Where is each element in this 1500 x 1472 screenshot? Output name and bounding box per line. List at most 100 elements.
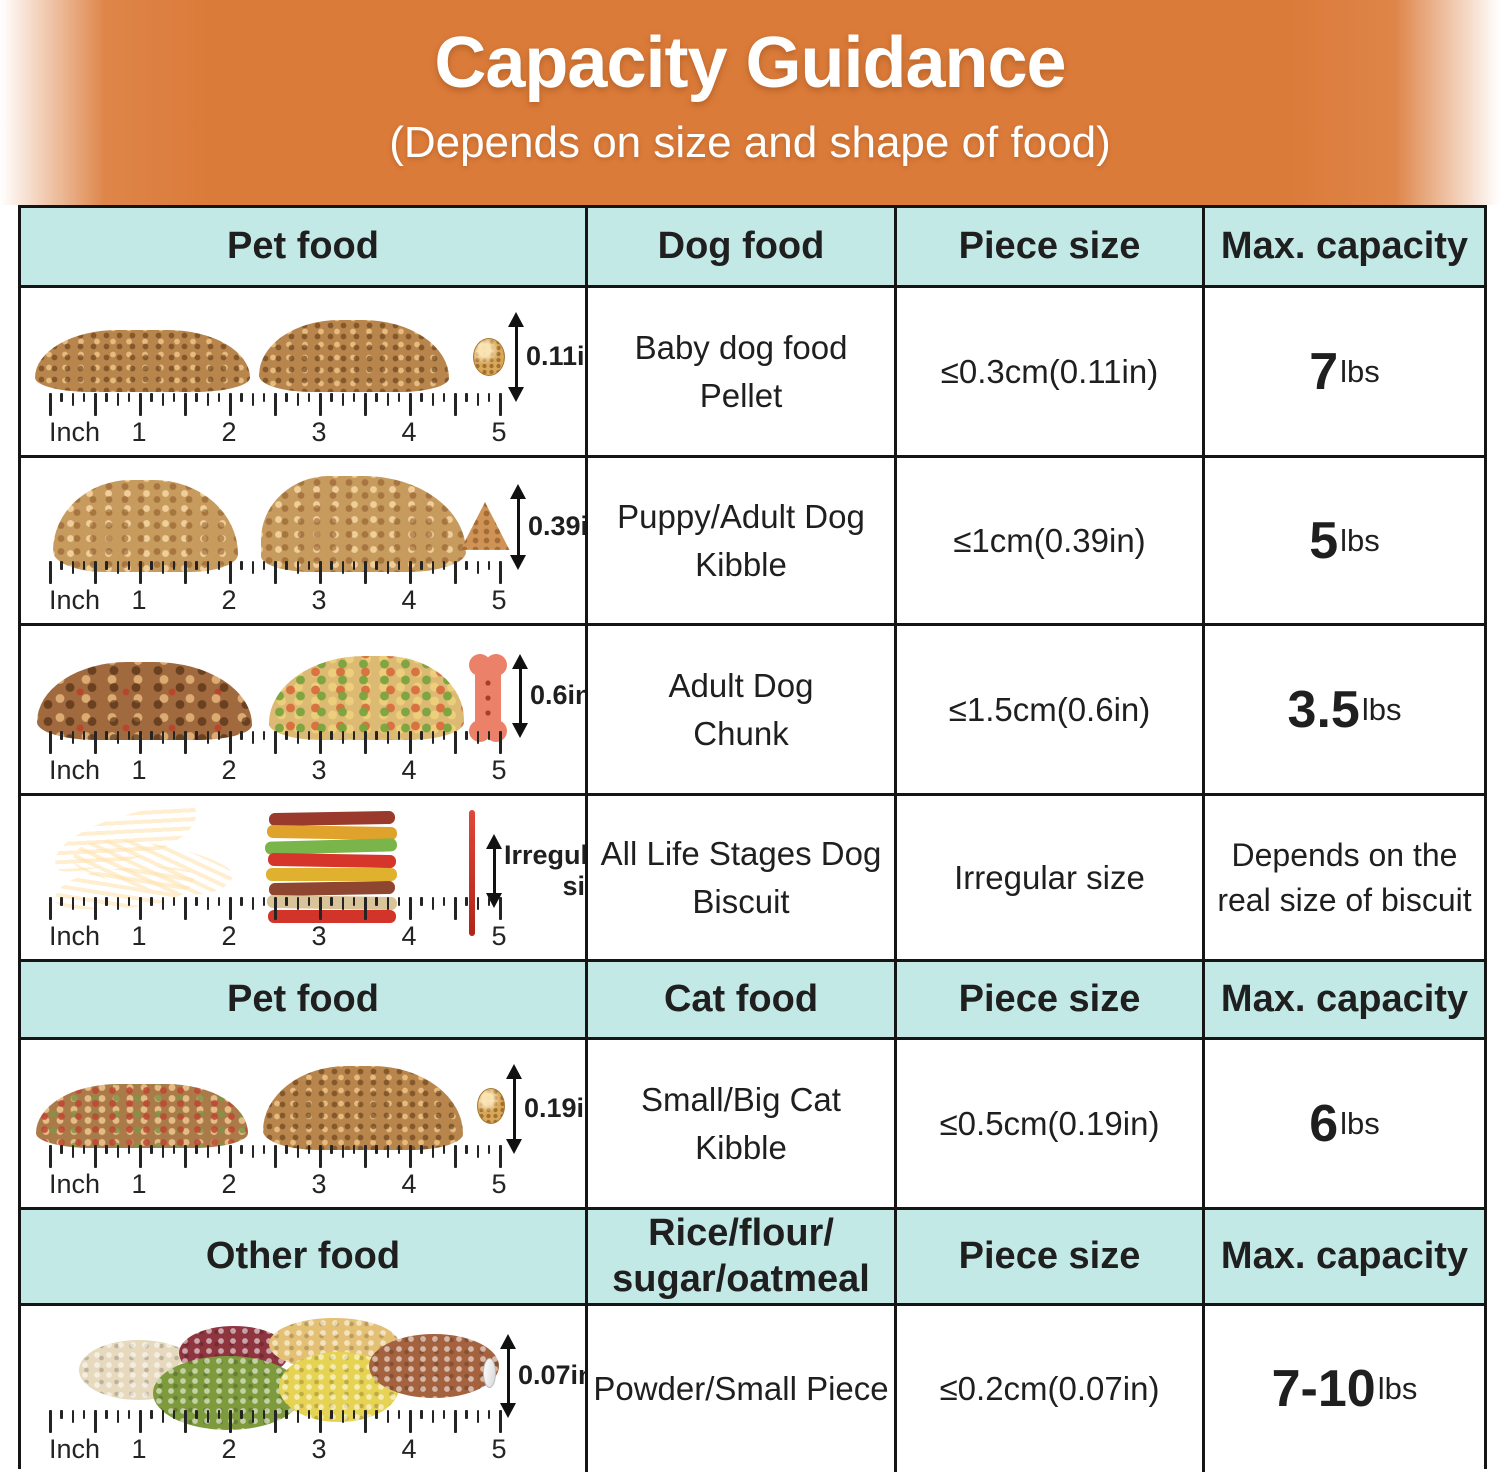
size-arrow-icon	[500, 1334, 516, 1418]
pet-food-illustration: Irregular size Inch 1 2 3 4 5	[21, 796, 588, 959]
pellet-icon	[477, 1088, 505, 1124]
ruler-unit: Inch	[49, 585, 101, 615]
chew-stick-icon	[267, 852, 397, 869]
ruler-unit: Inch	[49, 755, 101, 785]
pet-food-illustration: 0.07in Inch 1 2 3 4 5	[21, 1306, 588, 1472]
size-arrow-icon	[506, 1064, 522, 1154]
capacity-value: 7 lbs	[1205, 288, 1484, 455]
header-max-capacity: Max. capacity	[1205, 962, 1484, 1037]
page-title: Capacity Guidance	[434, 23, 1066, 103]
inch-ruler: Inch 1 2 3 4 5	[49, 897, 509, 955]
ruler-labels: Inch 1 2 3 4 5	[49, 585, 507, 615]
ruler-unit: Inch	[49, 1169, 101, 1199]
pet-food-illustration: 0.11in Inch 1 2 3 4 5	[21, 288, 588, 455]
kibble-pile-icon	[261, 476, 466, 572]
size-indicator: Irregular size	[486, 834, 588, 908]
inch-ruler: Inch 1 2 3 4 5	[49, 1410, 509, 1468]
capacity-value: 6 lbs	[1205, 1040, 1484, 1207]
ruler-labels: Inch 1 2 3 4 5	[49, 417, 507, 447]
piece-size-value: ≤0.3cm(0.11in)	[897, 288, 1205, 455]
kibble-pile-icon	[263, 1066, 463, 1150]
piece-size-value: ≤1cm(0.39in)	[897, 458, 1205, 623]
ruler-unit: Inch	[49, 1434, 101, 1464]
size-label: 0.6in	[530, 680, 588, 711]
capacity-value: Depends on the real size of biscuit	[1205, 796, 1484, 959]
chew-stick-icon	[266, 868, 397, 881]
kibble-pile-icon	[53, 480, 238, 572]
size-indicator: 0.07in	[500, 1334, 585, 1418]
pet-food-illustration: 0.19in Inch 1 2 3 4 5	[21, 1040, 588, 1207]
table-row: 0.07in Inch 1 2 3 4 5 Powder/Small Piece…	[21, 1306, 1484, 1472]
header-piece-size: Piece size	[897, 1210, 1205, 1303]
capacity-value: 3.5 lbs	[1205, 626, 1484, 793]
inch-ruler: Inch 1 2 3 4 5	[49, 731, 509, 789]
header-pet-food: Pet food	[21, 208, 588, 285]
size-arrow-icon	[512, 654, 528, 738]
chew-stick-icon	[268, 810, 396, 827]
ruler-labels: Inch 1 2 3 4 5	[49, 1434, 507, 1464]
piece-size-value: ≤1.5cm(0.6in)	[897, 626, 1205, 793]
grain-pile-icon	[369, 1334, 499, 1398]
ruler-ticks	[49, 1145, 504, 1169]
ruler-ticks	[49, 1410, 504, 1434]
header-cat-food: Cat food	[588, 962, 897, 1037]
thin-stick-icon	[469, 810, 475, 936]
pellet-icon	[473, 338, 505, 376]
ruler-labels: Inch 1 2 3 4 5	[49, 1169, 507, 1199]
piece-size-value: ≤0.2cm(0.07in)	[897, 1306, 1205, 1472]
inch-ruler: Inch 1 2 3 4 5	[49, 1145, 509, 1203]
triangle-kibble-icon	[460, 502, 510, 550]
header-dog-food: Dog food	[588, 208, 897, 285]
ruler-unit: Inch	[49, 921, 101, 951]
pet-food-illustration: 0.39in Inch 1 2 3 4 5	[21, 458, 588, 623]
banner: Capacity Guidance (Depends on size and s…	[0, 0, 1500, 205]
size-indicator: 0.6in	[512, 654, 588, 738]
header-max-capacity: Max. capacity	[1205, 208, 1484, 285]
table-row: 0.6in Inch 1 2 3 4 5 Adult Dog Chunk ≤1.…	[21, 626, 1484, 796]
inch-ruler: Inch 1 2 3 4 5	[49, 393, 509, 451]
ruler-ticks	[49, 561, 504, 585]
piece-size-value: Irregular size	[897, 796, 1205, 959]
size-label: 0.11in	[526, 341, 585, 372]
food-name: Small/Big Cat Kibble	[588, 1040, 897, 1207]
ruler-labels: Inch 1 2 3 4 5	[49, 921, 507, 951]
food-name: Adult Dog Chunk	[588, 626, 897, 793]
pet-food-illustration: 0.6in Inch 1 2 3 4 5	[21, 626, 588, 793]
ruler-labels: Inch 1 2 3 4 5	[49, 755, 507, 785]
table-row: Irregular size Inch 1 2 3 4 5 All Life S…	[21, 796, 1484, 962]
table-row: 0.11in Inch 1 2 3 4 5 Baby dog food Pell…	[21, 288, 1484, 458]
size-arrow-icon	[508, 312, 524, 402]
page-subtitle: (Depends on size and shape of food)	[389, 118, 1111, 167]
header-pet-food: Pet food	[21, 962, 588, 1037]
capacity-table: Pet food Dog food Piece size Max. capaci…	[18, 205, 1487, 1472]
table-row: 0.19in Inch 1 2 3 4 5 Small/Big Cat Kibb…	[21, 1040, 1484, 1210]
table-header-dog: Pet food Dog food Piece size Max. capaci…	[21, 208, 1484, 288]
size-arrow-icon	[510, 484, 526, 570]
size-indicator: 0.39in	[510, 484, 588, 570]
ruler-ticks	[49, 393, 504, 417]
grain-pile-icon	[153, 1356, 303, 1430]
bone-treat-icon	[469, 654, 507, 742]
table-header-other: Other food Rice/flour/ sugar/oatmeal Pie…	[21, 1210, 1484, 1306]
header-rice-flour: Rice/flour/ sugar/oatmeal	[588, 1210, 897, 1303]
header-max-capacity: Max. capacity	[1205, 1210, 1484, 1303]
chunk-pile-icon	[37, 662, 252, 740]
ruler-ticks	[49, 897, 504, 921]
header-other-food: Other food	[21, 1210, 588, 1303]
kibble-pile-icon	[259, 320, 449, 392]
food-name: Powder/Small Piece	[588, 1306, 897, 1472]
ruler-unit: Inch	[49, 417, 101, 447]
chew-stick-icon	[268, 880, 396, 897]
grain-icon	[483, 1358, 496, 1388]
size-arrow-icon	[486, 834, 502, 908]
header-piece-size: Piece size	[897, 962, 1205, 1037]
size-indicator: 0.11in	[508, 312, 585, 402]
kibble-pile-icon	[36, 1084, 248, 1148]
capacity-value: 7-10 lbs	[1205, 1306, 1484, 1472]
table-header-cat: Pet food Cat food Piece size Max. capaci…	[21, 962, 1484, 1040]
food-name: Baby dog food Pellet	[588, 288, 897, 455]
size-label: Irregular size	[504, 839, 588, 901]
size-label: 0.39in	[528, 511, 588, 542]
size-label: 0.19in	[524, 1093, 585, 1124]
inch-ruler: Inch 1 2 3 4 5	[49, 561, 509, 619]
